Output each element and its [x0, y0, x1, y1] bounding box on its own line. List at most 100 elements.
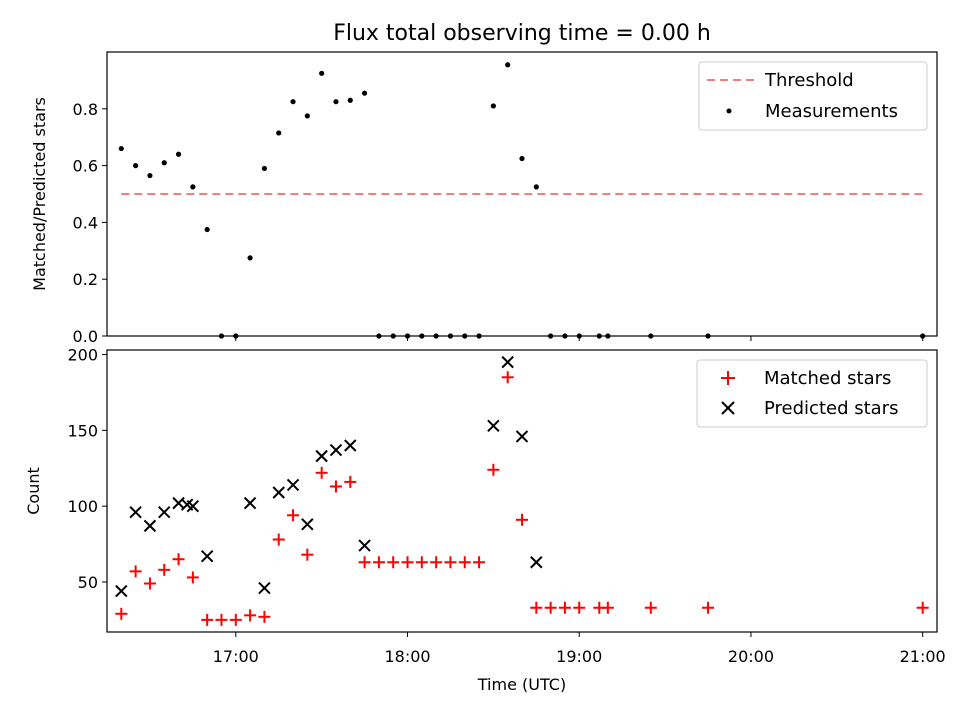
predicted-star-point [115, 584, 128, 598]
measurement-point [533, 184, 539, 190]
matched-star-point [916, 601, 929, 614]
bottom-y-ticks: 50 100 150 200 [67, 346, 107, 592]
bottom-y-tick-label: 100 [67, 497, 98, 516]
matched-star-point [544, 601, 557, 614]
matched-star-point [129, 565, 142, 578]
top-y-tick-label: 0.6 [73, 157, 98, 176]
bottom-y-tick-label: 50 [78, 573, 98, 592]
predicted-star-point [344, 439, 357, 452]
matched-star-point [415, 556, 428, 569]
matched-star-point [473, 556, 486, 569]
predicted-star-point [329, 443, 343, 457]
matched-star-point [530, 601, 543, 614]
measurement-point [276, 130, 282, 136]
legend-predicted-label: Predicted stars [764, 398, 898, 419]
predicted-star-point [243, 496, 257, 510]
matched-star-point [229, 613, 242, 626]
predicted-star-point [487, 419, 500, 433]
legend-measurements-marker [726, 108, 732, 114]
measurement-point [333, 99, 339, 105]
matched-star-point [573, 601, 586, 614]
bottom-panel: 50 100 150 200 17:00 18:00 19:00 20:00 21:00 Co… [24, 346, 946, 694]
matched-star-point [172, 553, 185, 566]
matched-star-point [287, 509, 300, 522]
measurement-point [190, 184, 196, 190]
bottom-panel-frame [106, 349, 938, 633]
bottom-x-tick-label: 17:00 [213, 647, 259, 666]
matched-star-point [115, 607, 128, 620]
legend-matched-label: Matched stars [764, 368, 891, 389]
predicted-star-point [315, 449, 328, 463]
chart-title: Flux total observing time = 0.00 h [333, 21, 711, 46]
measurement-point [204, 226, 210, 233]
matched-star-point [501, 371, 514, 384]
legend-predicted-marker [721, 401, 735, 415]
matched-star-point [272, 533, 285, 546]
matched-star-point [158, 563, 171, 576]
top-y-tick-label: 0.0 [73, 327, 98, 346]
measurement-point [247, 255, 253, 261]
bottom-y-tick-label: 150 [67, 421, 98, 440]
matched-star-point [387, 556, 400, 569]
bottom-x-tick-label: 21:00 [900, 647, 946, 666]
predicted-star-point [158, 506, 171, 519]
measurement-point [290, 99, 296, 105]
matched-star-point [702, 601, 715, 614]
bottom-legend: Matched stars Predicted stars [696, 359, 928, 428]
matched-star-point [186, 571, 199, 584]
measurement-point [505, 62, 511, 68]
measurement-point [118, 145, 124, 152]
matched-star-point [201, 613, 214, 626]
bottom-legend-box [696, 359, 928, 428]
predicted-star-point [501, 355, 514, 369]
predicted-star-point [129, 506, 142, 519]
top-y-tick-label: 0.2 [73, 270, 98, 289]
bottom-y-tick-label: 200 [67, 346, 98, 365]
predicted-star-point [530, 556, 543, 569]
bottom-y-axis-label: Count [24, 467, 43, 515]
matched-star-point [244, 609, 257, 622]
matched-star-point [258, 610, 271, 623]
predicted-star-point [358, 539, 371, 552]
measurement-point [361, 90, 368, 96]
matched-star-point [315, 466, 328, 479]
measurement-point [161, 160, 167, 166]
matched-star-point [143, 577, 156, 590]
matched-star-point [516, 513, 528, 526]
top-y-axis-label: Matched/Predicted stars [30, 97, 49, 291]
measurement-point [519, 155, 525, 162]
bottom-x-tick-label: 20:00 [728, 647, 774, 666]
matched-star-point [301, 548, 314, 561]
measurement-point [304, 113, 310, 119]
top-panel-frame [106, 51, 938, 337]
top-panel: 0.00.20.40.60.8 Matched/Predicted stars … [30, 51, 938, 346]
matched-star-point [401, 556, 414, 569]
legend-measurements-label: Measurements [765, 101, 898, 122]
predicted-star-point [258, 581, 271, 595]
predicted-star-point [143, 519, 157, 533]
bottom-marks [115, 355, 929, 626]
measurement-point [133, 163, 139, 169]
bottom-x-ticks: 17:00 18:00 19:00 20:00 21:00 [213, 632, 946, 666]
measurement-point [490, 103, 496, 109]
measurement-point [261, 165, 268, 172]
matched-star-point [344, 475, 357, 488]
predicted-star-point [186, 499, 200, 513]
measurement-point [347, 97, 353, 103]
bottom-x-tick-label: 19:00 [556, 647, 602, 666]
legend-matched-marker [721, 371, 735, 385]
matched-star-point [644, 601, 657, 614]
matched-star-point [601, 601, 614, 614]
predicted-star-point [301, 518, 314, 531]
matched-star-point [329, 480, 342, 493]
top-legend: Threshold Measurements [698, 61, 928, 131]
predicted-star-point [272, 486, 285, 499]
predicted-star-point [515, 430, 529, 443]
bottom-x-tick-label: 18:00 [384, 647, 430, 666]
top-y-tick-label: 0.8 [73, 100, 98, 119]
measurement-point [319, 70, 325, 76]
matched-star-point [458, 556, 471, 569]
matched-star-point [358, 556, 371, 569]
predicted-star-point [200, 549, 214, 563]
matched-star-point [558, 601, 571, 614]
